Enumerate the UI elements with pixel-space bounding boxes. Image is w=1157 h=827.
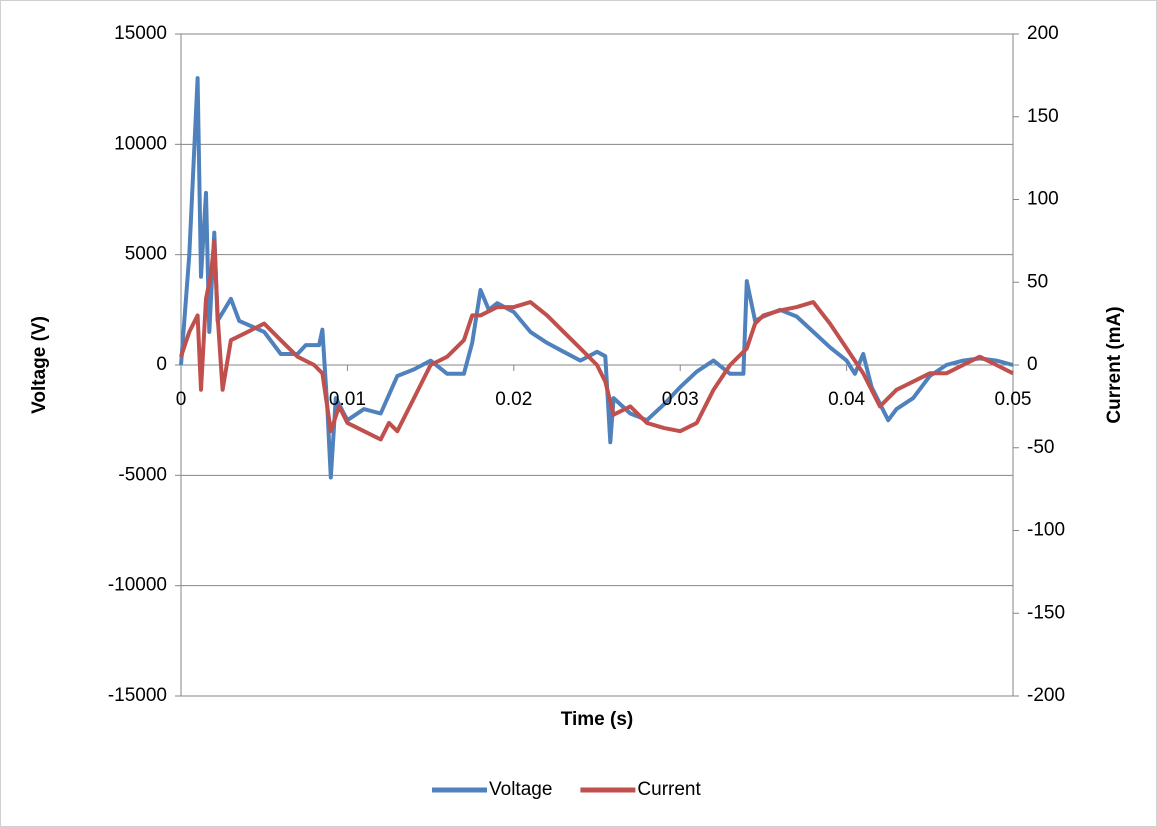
y2-tick-label: 200 (1027, 23, 1059, 44)
x-tick-label: 0.03 (662, 389, 699, 410)
plot (179, 76, 1014, 480)
y2-tick-label: 100 (1027, 189, 1059, 210)
y2-tick-label: -100 (1027, 520, 1065, 541)
y-tick-label: -5000 (118, 464, 167, 485)
x-tick-label: 0.05 (995, 389, 1032, 410)
y-tick-label: 5000 (125, 244, 167, 265)
x-tick-label: 0.01 (329, 389, 366, 410)
x-axis-title: Time (s) (561, 709, 634, 730)
legend-label: Voltage (489, 779, 552, 800)
x-tick-label: 0.02 (495, 389, 532, 410)
x-tick-label: 0 (176, 389, 187, 410)
series-line (179, 76, 1014, 480)
y-axis-title: Voltage (V) (29, 316, 50, 414)
y-tick-label: -10000 (108, 575, 167, 596)
legend-label: Current (637, 779, 701, 800)
y2-tick-label: 150 (1027, 106, 1059, 127)
y-tick-label: -15000 (108, 685, 167, 706)
y2-tick-label: 0 (1027, 354, 1038, 375)
y2-tick-label: -150 (1027, 602, 1065, 623)
y-tick-label: 15000 (114, 23, 167, 44)
x-tick-label: 0.04 (828, 389, 865, 410)
series-line (179, 238, 1014, 442)
y2-tick-label: -200 (1027, 685, 1065, 706)
y2-axis-title: Current (mA) (1104, 306, 1125, 423)
y2-tick-label: 50 (1027, 271, 1048, 292)
y-tick-label: 10000 (114, 133, 167, 154)
y-tick-label: 0 (156, 354, 167, 375)
y2-tick-label: -50 (1027, 437, 1054, 458)
